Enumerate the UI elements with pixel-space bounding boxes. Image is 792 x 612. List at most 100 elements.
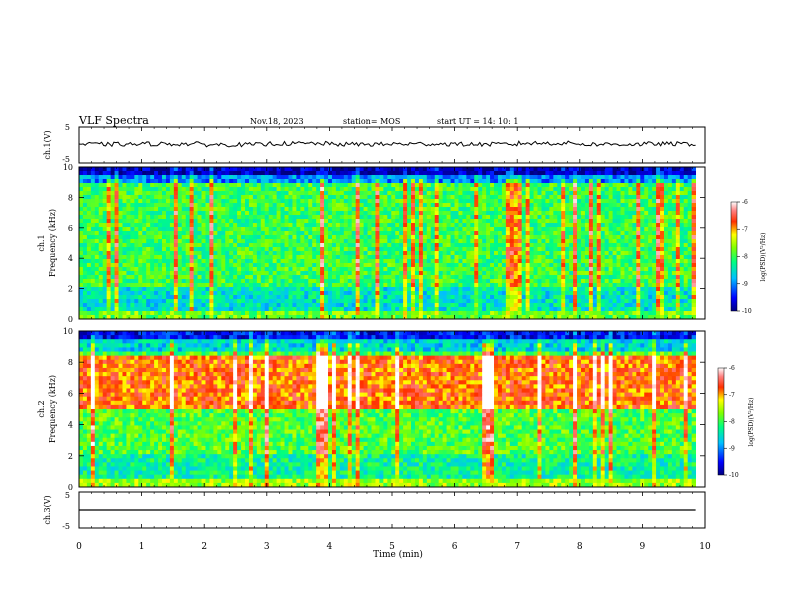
ch1-spectrogram-cell [201, 223, 206, 228]
ch1-spectrogram-cell [102, 167, 108, 172]
ch1-spectrogram-cell [339, 247, 345, 252]
ch1-spectrogram-cell [193, 171, 198, 176]
ch1-spectrogram-cell [134, 239, 139, 244]
ch1-spectrogram-cell [90, 235, 96, 240]
ch1-spectrogram-cell [541, 219, 546, 224]
ch1-spectrogram-cell [501, 235, 507, 240]
ch1-spectrogram-cell [517, 239, 523, 244]
ch1-spectrogram-cell [521, 255, 527, 260]
ch1-spectrogram-cell [213, 275, 218, 280]
ch1-spectrogram-cell [411, 315, 416, 320]
ch1-spectrogram-cell [541, 171, 546, 176]
ch1-spectrogram-cell [90, 175, 96, 180]
ch1-spectrogram-cell [505, 295, 511, 300]
ch1-spectrogram-cell [165, 183, 171, 188]
ch1-spectrogram-cell [154, 243, 159, 248]
ch1-spectrogram-cell [422, 183, 428, 188]
ch1-spectrogram-cell [252, 275, 258, 280]
ch1-spectrogram-cell [549, 275, 554, 280]
ch1-spectrogram-cell [185, 187, 191, 192]
ch1-spectrogram-cell [588, 231, 594, 236]
ch1-spectrogram-cell [142, 207, 147, 212]
ch1-spectrogram-cell [324, 191, 329, 196]
ch1-spectrogram-cell [347, 187, 353, 192]
ch1-spectrogram-cell [245, 175, 250, 180]
ch1-spectrogram-cell [248, 187, 254, 192]
ch1-spectrogram-cell [513, 211, 519, 216]
ch1-spectrogram-cell [509, 171, 515, 176]
ch1-spectrogram-cell [399, 287, 404, 292]
ch1-spectrogram-cell [300, 279, 305, 284]
ch1-spectrogram-cell [577, 187, 582, 192]
ch1-spectrogram-cell [284, 295, 289, 300]
ch1-spectrogram-cell [569, 283, 574, 288]
ch1-spectrogram-cell [403, 179, 408, 184]
ch1-spectrogram-cell [407, 199, 412, 204]
ch1-spectrogram-cell [209, 255, 214, 260]
ch1-spectrogram-cell [126, 311, 131, 316]
ch1-spectrogram-cell [478, 239, 483, 244]
ch1-spectrogram-cell [454, 187, 459, 192]
ch1-spectrogram-cell [470, 307, 475, 312]
ch1-spectrogram-cell [292, 167, 297, 172]
ch1-spectrogram-cell [343, 195, 349, 200]
ch1-spectrogram-cell [588, 307, 594, 312]
ch1-spectrogram-cell [379, 243, 384, 248]
ch1-spectrogram-cell [387, 199, 392, 204]
ch1-spectrogram-cell [225, 271, 230, 276]
ch1-spectrogram-cell [422, 263, 428, 268]
ch1-spectrogram-cell [414, 215, 420, 220]
ch1-spectrogram-cell [213, 243, 218, 248]
ch1-spectrogram-cell [584, 251, 590, 256]
ch1-spectrogram-cell [470, 279, 475, 284]
ch1-spectrogram-cell [201, 291, 206, 296]
ch1-spectrogram-cell [478, 199, 483, 204]
ch1-spectrogram-cell [221, 271, 226, 276]
ch1-spectrogram-cell [106, 307, 112, 312]
ch1-spectrogram-cell [272, 283, 278, 288]
ch1-spectrogram-cell [339, 175, 345, 180]
ch1-spectrogram-cell [541, 231, 546, 236]
ch1-spectrogram-cell [118, 295, 123, 300]
ch1-spectrogram-cell [189, 211, 195, 216]
ch1-spectrogram-cell [320, 311, 325, 316]
ch1-spectrogram-cell [509, 259, 515, 264]
ch1-spectrogram-cell [94, 239, 100, 244]
ch1-spectrogram-cell [442, 215, 447, 220]
ch1-spectrogram-cell [442, 279, 447, 284]
ch1-spectrogram-cell [165, 231, 171, 236]
ch1-spectrogram-cell [264, 251, 270, 256]
ch1-spectrogram-cell [391, 259, 396, 264]
ch1-spectrogram-cell [545, 295, 550, 300]
ch1-spectrogram-cell [201, 175, 206, 180]
ch1-spectrogram-cell [177, 307, 183, 312]
ch1-spectrogram-cell [225, 263, 230, 268]
ch1-spectrogram-cell [118, 227, 123, 232]
ch1-spectrogram-cell [193, 167, 198, 172]
ch1-spectrogram-cell [146, 235, 151, 240]
ch1-spectrogram-cell [490, 195, 495, 200]
ch1-spectrogram-cell [177, 315, 183, 320]
ch1-spectrogram-cell [158, 231, 163, 236]
ch1-spectrogram-cell [426, 291, 432, 296]
ch1-spectrogram-cell [474, 243, 479, 248]
ch1-spectrogram-cell [434, 195, 440, 200]
ch1-spectrogram-cell [169, 311, 175, 316]
ch1-spectrogram-cell [592, 263, 598, 268]
ch1-spectrogram-cell [446, 291, 451, 296]
ch1-spectrogram-cell [497, 223, 503, 228]
ch1-spectrogram-cell [126, 175, 131, 180]
ch1-spectrogram-cell [264, 223, 270, 228]
ch1-spectrogram-cell [205, 215, 210, 220]
ch1-spectrogram-cell [197, 191, 202, 196]
ch1-spectrogram-cell [146, 299, 151, 304]
ch1-spectrogram-cell [130, 183, 135, 188]
ch1-spectrogram-cell [588, 243, 594, 248]
ch1-spectrogram-cell [545, 267, 550, 272]
ch1-spectrogram-cell [359, 291, 364, 296]
ch1-spectrogram-cell [549, 267, 554, 272]
ch1-spectrogram-cell [525, 167, 530, 172]
ch1-spectrogram-cell [197, 295, 202, 300]
ch1-spectrogram-cell [478, 303, 483, 308]
ch1-spectrogram-cell [328, 179, 333, 184]
